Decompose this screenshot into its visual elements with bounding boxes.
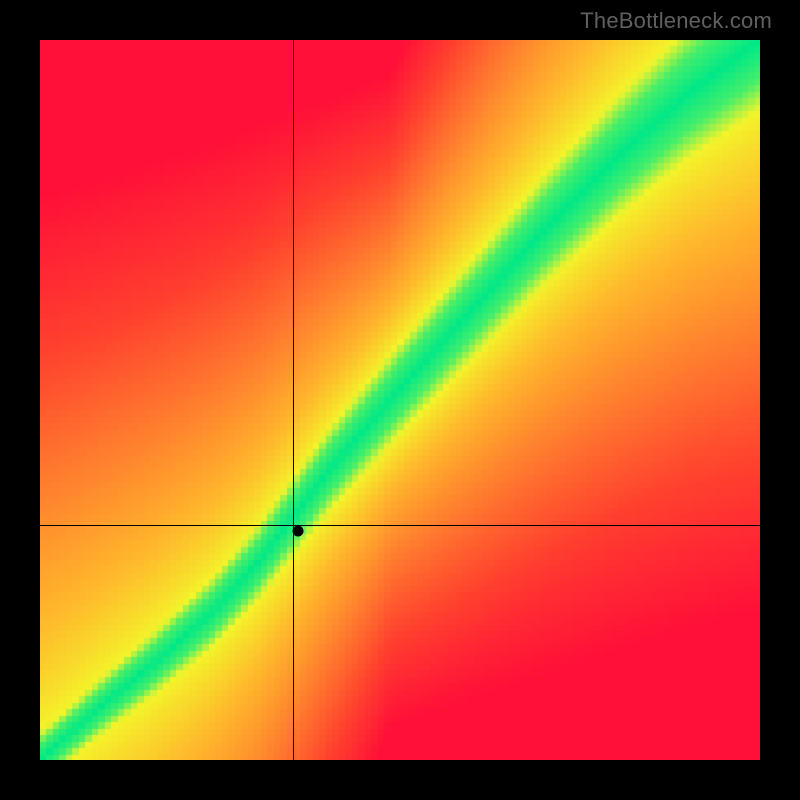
marker-dot bbox=[292, 526, 303, 537]
crosshair-vertical bbox=[293, 40, 294, 760]
heatmap-plot bbox=[40, 40, 760, 760]
watermark-text: TheBottleneck.com bbox=[580, 8, 772, 34]
heatmap-canvas bbox=[40, 40, 760, 760]
crosshair-horizontal bbox=[40, 525, 760, 526]
